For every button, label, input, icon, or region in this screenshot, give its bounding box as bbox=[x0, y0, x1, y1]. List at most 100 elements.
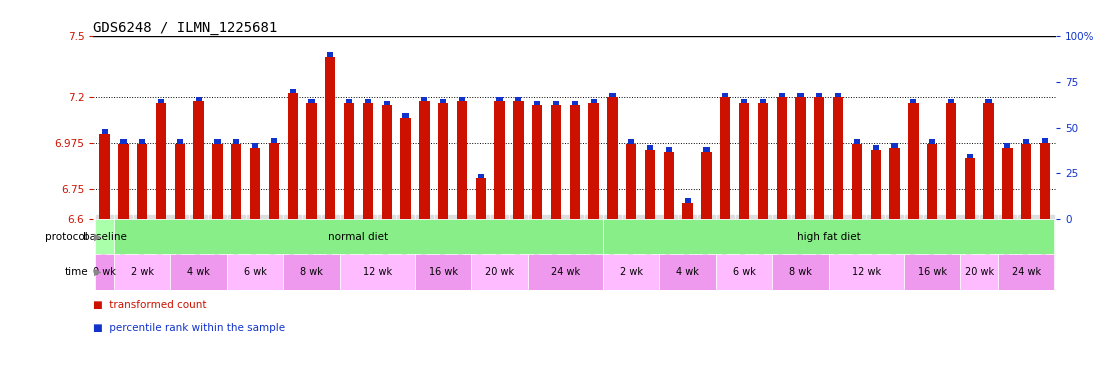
Bar bbox=[927, 144, 938, 219]
Text: ▶: ▶ bbox=[94, 232, 102, 242]
Bar bbox=[339, 255, 415, 290]
Bar bbox=[904, 255, 961, 290]
Bar bbox=[114, 219, 603, 255]
Bar bbox=[415, 255, 471, 290]
Bar bbox=[528, 255, 603, 290]
Bar bbox=[250, 148, 260, 219]
Bar bbox=[603, 219, 1054, 255]
Bar bbox=[551, 106, 561, 219]
Text: 24 wk: 24 wk bbox=[1011, 267, 1041, 277]
Bar bbox=[961, 255, 998, 290]
Bar bbox=[665, 147, 672, 152]
Bar bbox=[776, 97, 787, 219]
Bar bbox=[760, 99, 766, 103]
Bar bbox=[271, 138, 277, 143]
Bar bbox=[722, 93, 728, 97]
Bar bbox=[534, 101, 540, 106]
Bar bbox=[626, 144, 637, 219]
Text: ■  percentile rank within the sample: ■ percentile rank within the sample bbox=[93, 323, 285, 333]
Bar bbox=[438, 103, 448, 219]
Text: normal diet: normal diet bbox=[328, 232, 389, 242]
Bar bbox=[288, 93, 298, 219]
Bar bbox=[96, 219, 114, 255]
Bar bbox=[306, 103, 316, 219]
Bar bbox=[100, 134, 110, 219]
Text: 16 wk: 16 wk bbox=[918, 267, 946, 277]
Bar bbox=[852, 144, 862, 219]
Bar bbox=[251, 144, 258, 148]
Bar bbox=[966, 154, 973, 158]
Bar bbox=[720, 97, 730, 219]
Bar bbox=[929, 139, 935, 144]
Bar bbox=[1002, 148, 1012, 219]
Bar bbox=[283, 255, 339, 290]
Bar bbox=[741, 99, 747, 103]
Text: 0 wk: 0 wk bbox=[93, 267, 116, 277]
Bar bbox=[553, 101, 559, 106]
Text: 20 wk: 20 wk bbox=[965, 267, 994, 277]
Bar bbox=[772, 255, 829, 290]
Bar bbox=[829, 255, 904, 290]
Bar bbox=[440, 99, 446, 103]
Text: high fat diet: high fat diet bbox=[797, 232, 861, 242]
Bar bbox=[758, 103, 768, 219]
Bar bbox=[570, 106, 580, 219]
Bar bbox=[177, 139, 183, 144]
Bar bbox=[645, 150, 656, 219]
Text: protocol: protocol bbox=[45, 232, 88, 242]
Bar bbox=[475, 179, 486, 219]
Bar bbox=[591, 99, 596, 103]
Bar bbox=[344, 103, 355, 219]
Bar bbox=[948, 99, 954, 103]
Bar bbox=[833, 97, 843, 219]
Bar bbox=[986, 99, 991, 103]
Bar bbox=[910, 99, 917, 103]
Bar bbox=[101, 129, 108, 134]
Bar bbox=[778, 93, 785, 97]
Bar bbox=[494, 101, 505, 219]
Bar bbox=[797, 93, 804, 97]
Text: 12 wk: 12 wk bbox=[362, 267, 392, 277]
Bar bbox=[471, 255, 528, 290]
Bar bbox=[964, 158, 975, 219]
Bar bbox=[214, 139, 221, 144]
Text: 16 wk: 16 wk bbox=[428, 267, 458, 277]
Bar bbox=[660, 255, 716, 290]
Text: GDS6248 / ILMN_1225681: GDS6248 / ILMN_1225681 bbox=[93, 22, 278, 35]
Bar bbox=[908, 103, 919, 219]
Bar bbox=[1042, 138, 1049, 143]
Bar bbox=[515, 97, 522, 101]
Bar bbox=[1021, 144, 1031, 219]
Bar bbox=[873, 146, 878, 150]
Bar bbox=[603, 255, 660, 290]
Bar bbox=[382, 106, 392, 219]
Text: 6 wk: 6 wk bbox=[732, 267, 755, 277]
Bar bbox=[403, 113, 408, 118]
Bar bbox=[739, 103, 749, 219]
Text: 4 wk: 4 wk bbox=[676, 267, 699, 277]
Bar bbox=[325, 57, 336, 219]
Text: 12 wk: 12 wk bbox=[852, 267, 881, 277]
Bar bbox=[365, 99, 371, 103]
Text: ■  transformed count: ■ transformed count bbox=[93, 300, 206, 310]
Bar bbox=[1040, 143, 1050, 219]
Bar bbox=[231, 144, 242, 219]
Bar bbox=[998, 255, 1054, 290]
Bar bbox=[984, 103, 994, 219]
Text: 24 wk: 24 wk bbox=[551, 267, 580, 277]
Bar bbox=[170, 255, 227, 290]
Bar bbox=[892, 144, 898, 148]
Bar bbox=[572, 101, 578, 106]
Bar bbox=[889, 148, 899, 219]
Bar bbox=[175, 144, 186, 219]
Bar bbox=[663, 152, 674, 219]
Bar bbox=[422, 97, 427, 101]
Bar bbox=[158, 99, 164, 103]
Text: 2 wk: 2 wk bbox=[131, 267, 154, 277]
Bar bbox=[290, 89, 295, 93]
Bar bbox=[702, 152, 712, 219]
Bar bbox=[1005, 144, 1010, 148]
Bar bbox=[269, 143, 279, 219]
Bar bbox=[533, 106, 542, 219]
Bar bbox=[814, 97, 825, 219]
